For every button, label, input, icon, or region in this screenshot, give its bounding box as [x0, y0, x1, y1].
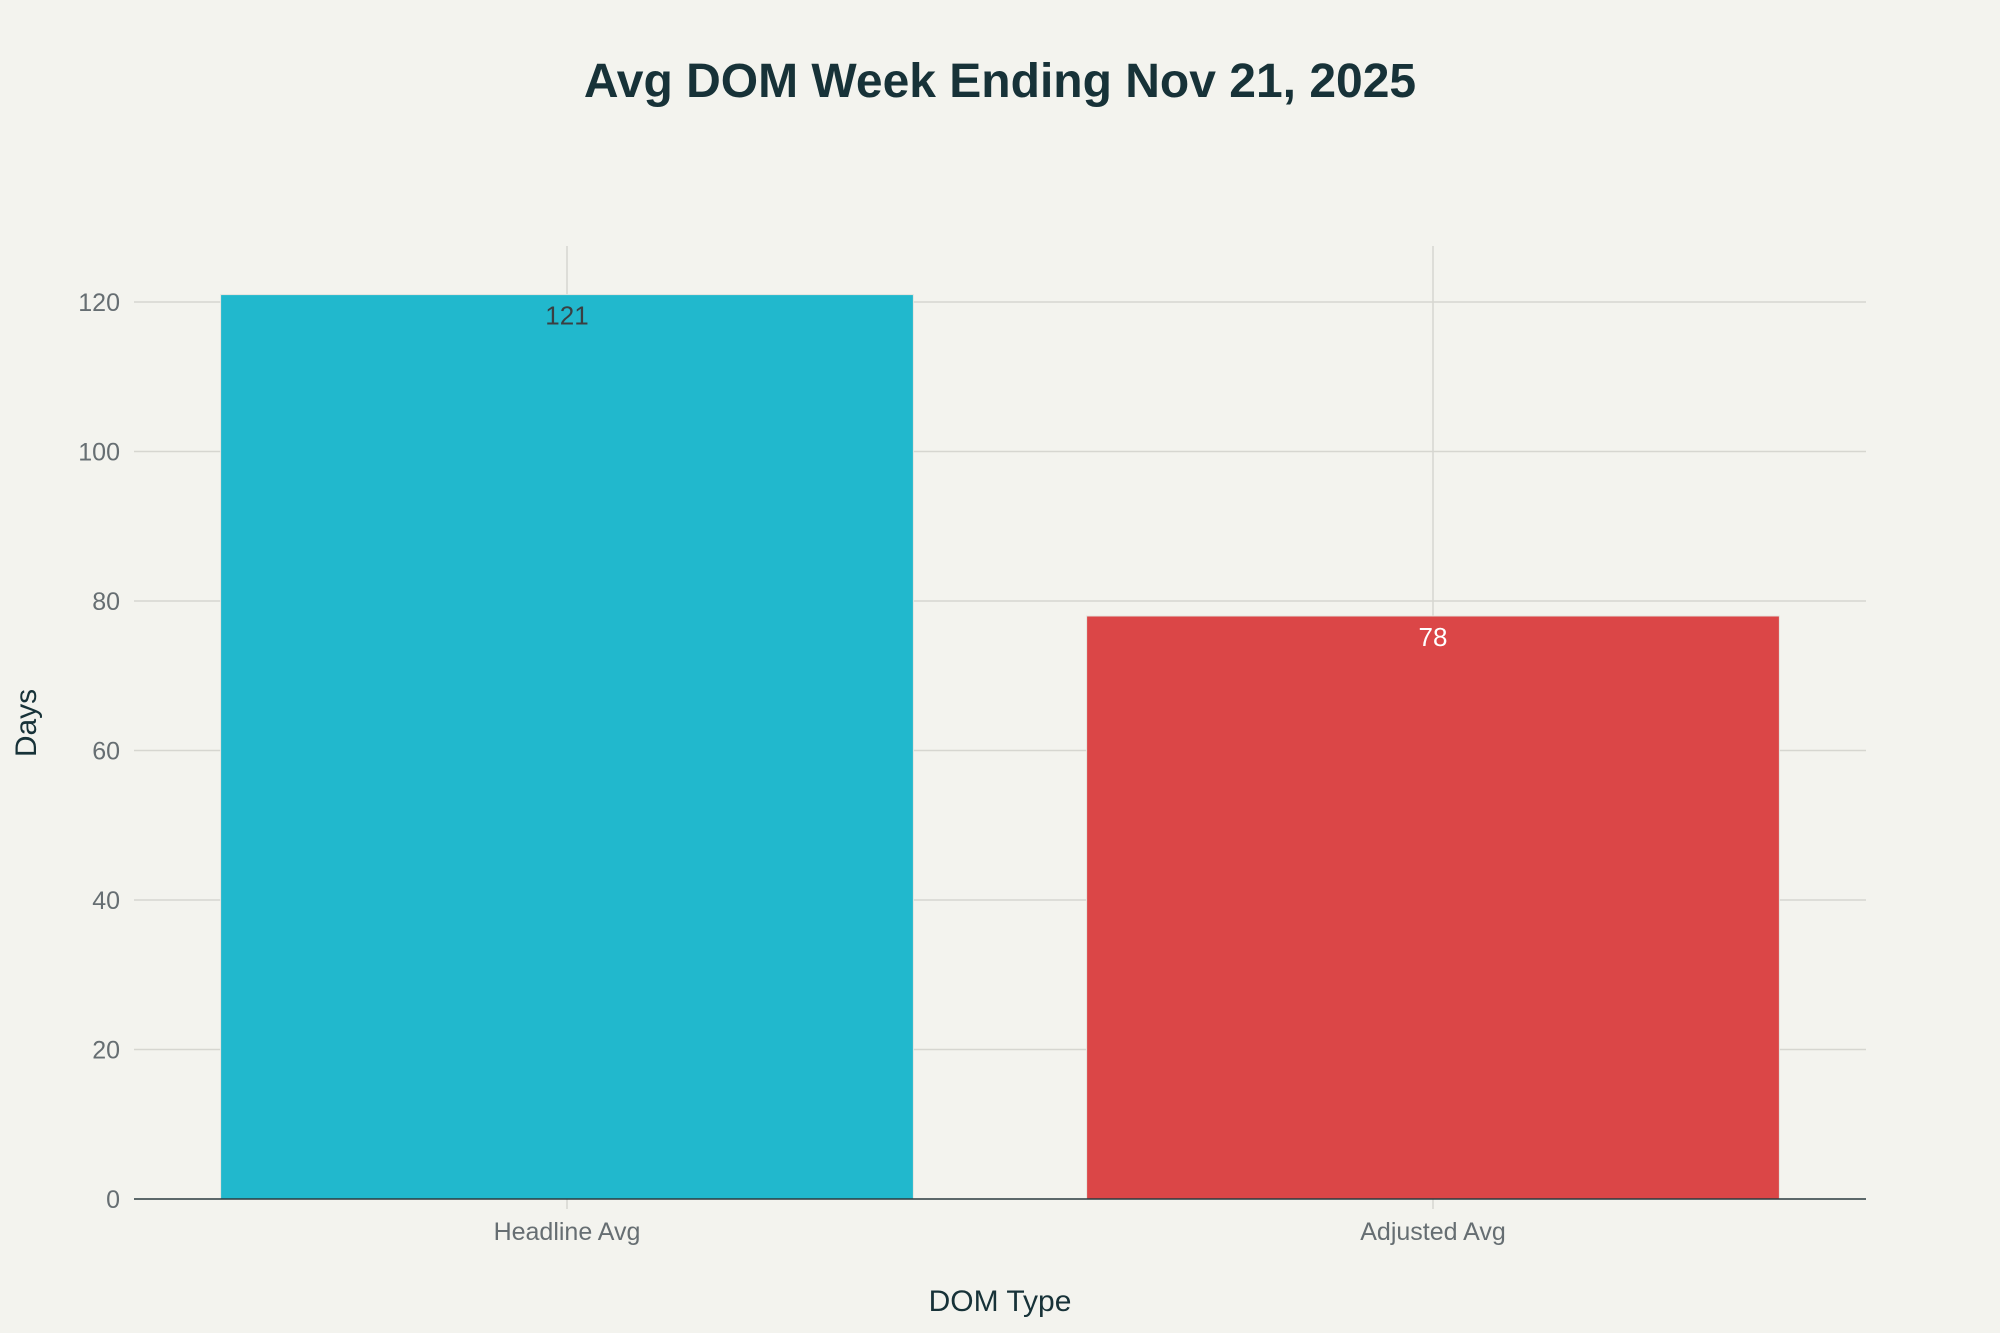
y-tick-label: 100: [78, 439, 120, 467]
x-tick-label: Adjusted Avg: [1360, 1218, 1505, 1246]
y-tick-label: 120: [78, 289, 120, 317]
y-axis-title: Days: [10, 689, 43, 757]
data-label: 121: [545, 301, 588, 331]
x-tick-label: Headline Avg: [494, 1218, 641, 1246]
y-tick-label: 40: [92, 887, 120, 915]
data-label: 78: [1419, 622, 1448, 652]
chart-title: Avg DOM Week Ending Nov 21, 2025: [584, 55, 1416, 108]
y-tick-label: 80: [92, 588, 120, 616]
bar-adjusted-avg: [1086, 615, 1780, 1200]
bar-headline-avg: [220, 294, 914, 1200]
x-axis-title: DOM Type: [929, 1285, 1072, 1318]
y-tick-label: 60: [92, 738, 120, 766]
y-tick-label: 0: [106, 1186, 120, 1214]
y-tick-label: 20: [92, 1037, 120, 1065]
